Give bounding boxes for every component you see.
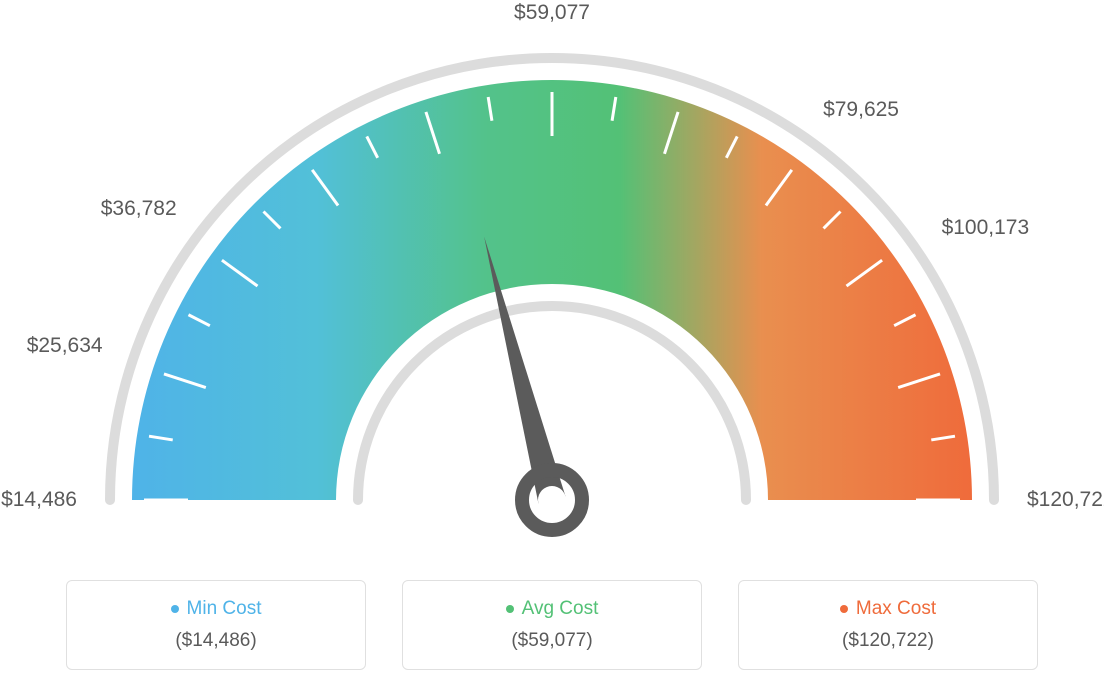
legend-label-avg: Avg Cost (522, 598, 599, 620)
cost-gauge-chart: { "gauge": { "type": "gauge", "min_value… (0, 0, 1104, 690)
legend-value-avg: ($59,077) (511, 630, 592, 652)
scale-label: $100,173 (942, 216, 1030, 240)
legend-label-min: Min Cost (187, 598, 262, 620)
legend-value-max: ($120,722) (842, 630, 934, 652)
scale-label: $25,634 (27, 334, 103, 358)
legend-title-min: Min Cost (171, 598, 262, 620)
legend-card-max: Max Cost ($120,722) (738, 580, 1038, 670)
scale-label: $120,722 (1027, 488, 1104, 512)
legend-title-max: Max Cost (840, 598, 936, 620)
gauge-area: $14,486 $25,634 $36,782 $59,077 $79,625 $100,… (0, 0, 1104, 560)
legend-label-max: Max Cost (856, 598, 936, 620)
legend-dot-avg (506, 605, 514, 613)
legend-dot-max (840, 605, 848, 613)
legend-title-avg: Avg Cost (506, 598, 599, 620)
legend-row: Min Cost ($14,486) Avg Cost ($59,077) Ma… (0, 580, 1104, 670)
legend-value-min: ($14,486) (175, 630, 256, 652)
legend-card-avg: Avg Cost ($59,077) (402, 580, 702, 670)
scale-label: $36,782 (101, 197, 177, 221)
legend-card-min: Min Cost ($14,486) (66, 580, 366, 670)
gauge-svg (0, 0, 1104, 560)
legend-dot-min (171, 605, 179, 613)
scale-label: $59,077 (514, 1, 590, 25)
scale-label: $79,625 (823, 98, 899, 122)
scale-label: $14,486 (1, 488, 77, 512)
